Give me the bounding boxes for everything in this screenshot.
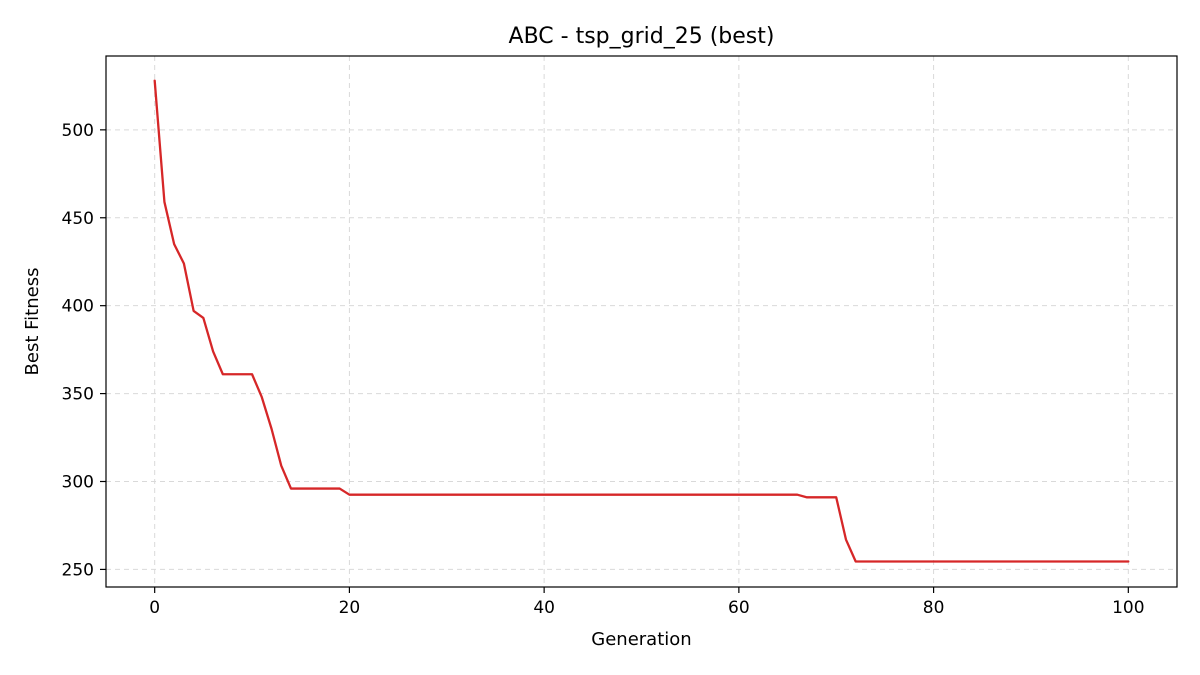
x-tick-label: 40	[533, 598, 555, 618]
y-tick-label: 300	[62, 473, 94, 493]
x-tick-label: 0	[149, 598, 160, 618]
y-tick-label: 500	[62, 121, 94, 141]
x-tick-label: 100	[1112, 598, 1144, 618]
y-tick-label: 250	[62, 560, 94, 580]
series-layer	[153, 79, 1130, 563]
y-axis-label: Best Fitness	[22, 268, 43, 376]
y-tick-label: 400	[62, 297, 94, 317]
chart-title: ABC - tsp_grid_25 (best)	[509, 24, 775, 49]
grid-layer	[106, 56, 1177, 587]
x-axis-label: Generation	[591, 629, 691, 650]
x-tick-label: 60	[728, 598, 750, 618]
x-tick-label: 80	[923, 598, 945, 618]
x-axis: 0 20 40 60 80 100	[149, 587, 1145, 618]
y-tick-label: 450	[62, 209, 94, 229]
y-axis: 250 300 350 400 450 500	[62, 121, 106, 580]
y-tick-label: 350	[62, 385, 94, 405]
plot-frame	[105, 55, 1178, 588]
series-line	[153, 79, 1130, 563]
x-tick-label: 20	[339, 598, 361, 618]
